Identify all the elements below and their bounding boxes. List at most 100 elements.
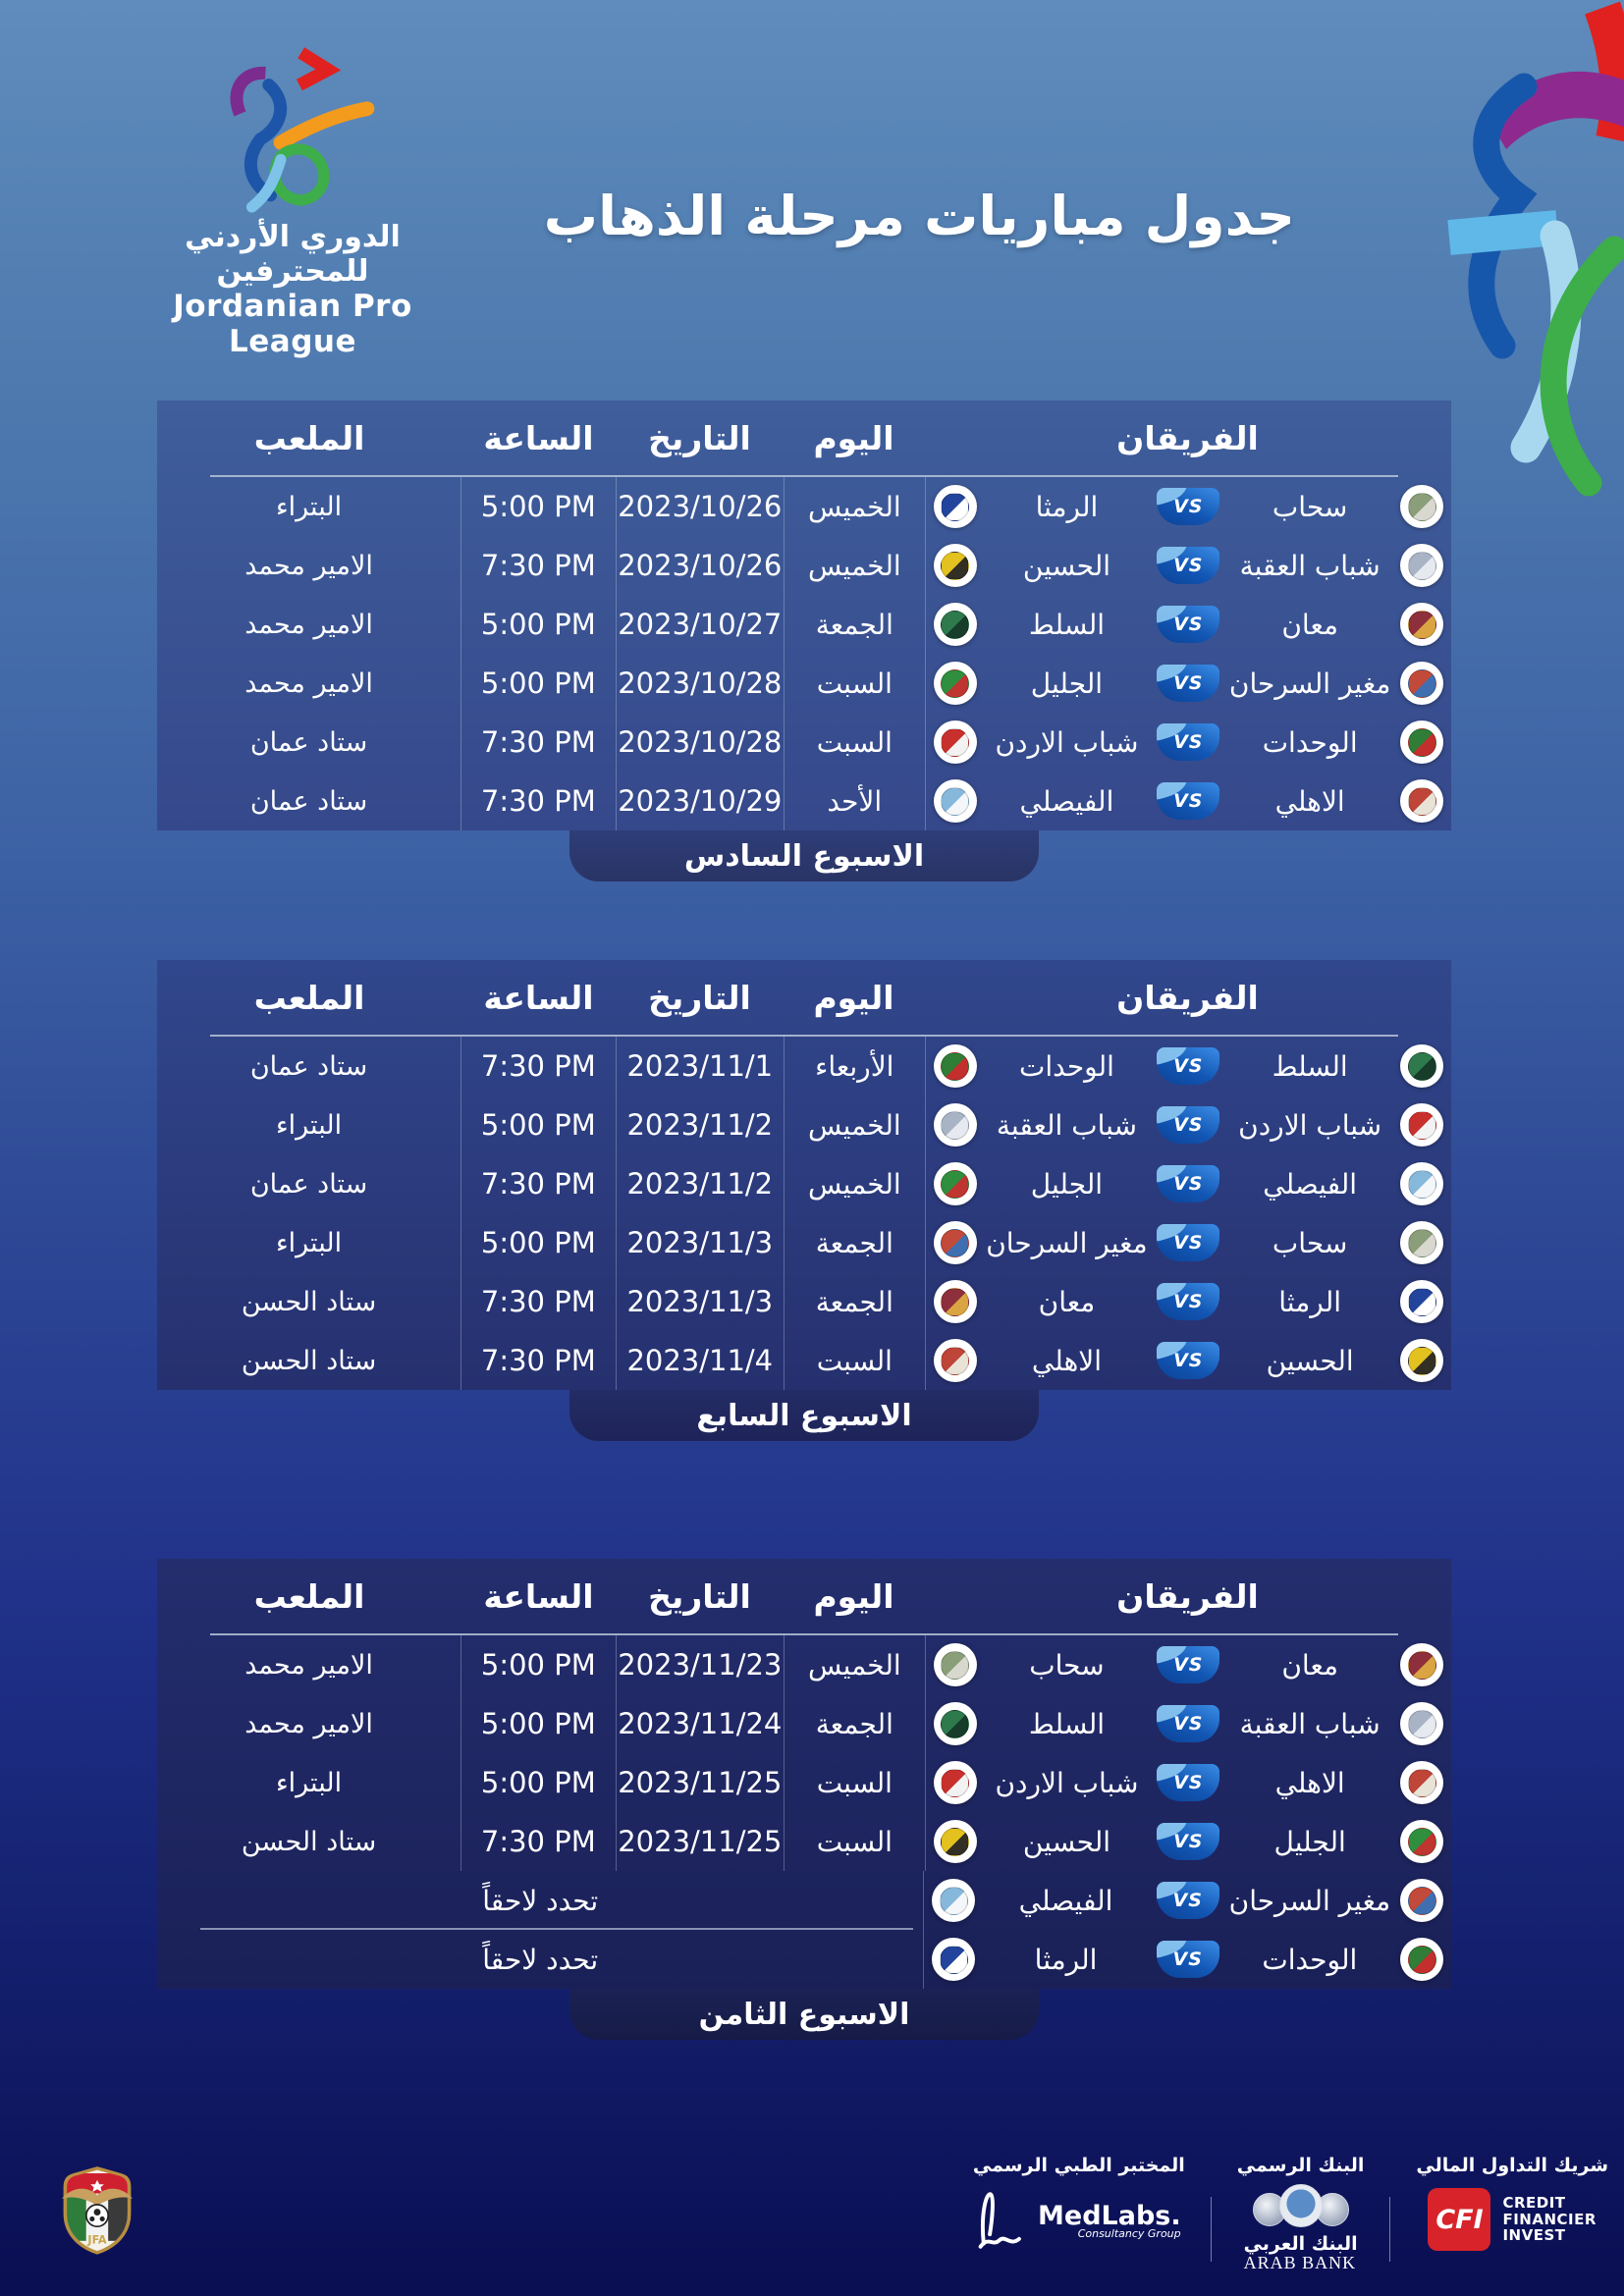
home-club-badge-icon bbox=[1400, 1339, 1443, 1382]
match-row: البتراء 5:00 PM 2023/11/25 السبت الاهلي … bbox=[157, 1753, 1451, 1812]
away-team-name: شباب الاردن bbox=[995, 725, 1139, 759]
home-team-name: السلط bbox=[1272, 1049, 1348, 1083]
day-cell: الجمعة bbox=[785, 1694, 926, 1753]
cfi-logo-icon: CFI bbox=[1428, 2188, 1491, 2251]
away-team-name: الاهلي bbox=[1031, 1344, 1102, 1377]
teams-cell: الاهلي VS شباب الاردن bbox=[926, 1753, 1451, 1812]
away-club-badge-icon bbox=[932, 1879, 976, 1922]
stadium-cell: ستاد عمان bbox=[157, 1154, 462, 1213]
home-club-badge-icon bbox=[1400, 1938, 1443, 1981]
teams-cell: شباب العقبة VS الحسين bbox=[926, 536, 1451, 595]
week-8-table: الملعب الساعة التاريخ اليوم الفريقان الا… bbox=[157, 1559, 1451, 1989]
time-cell: 5:00 PM bbox=[461, 477, 617, 536]
date-cell: 2023/11/24 bbox=[617, 1694, 785, 1753]
week-8-label-tab: الاسبوع الثامن bbox=[569, 1989, 1039, 2040]
match-row: الامير محمد 7:30 PM 2023/10/26 الخميس شب… bbox=[157, 536, 1451, 595]
date-cell: 2023/11/2 bbox=[617, 1095, 785, 1154]
match-row: الامير محمد 5:00 PM 2023/10/28 السبت مغي… bbox=[157, 654, 1451, 713]
date-cell: 2023/11/25 bbox=[617, 1812, 785, 1871]
away-club-badge-icon bbox=[933, 1643, 977, 1686]
week-6-label-tab: الاسبوع السادس bbox=[569, 830, 1039, 881]
day-cell: الخميس bbox=[785, 477, 926, 536]
away-team-name: السلط bbox=[1028, 1707, 1106, 1740]
league-ribbon-runner-icon bbox=[230, 47, 375, 213]
match-row: تحدد لاحقاً مغير السرحان VS الفيصلي bbox=[157, 1871, 1451, 1930]
cfi-label: شريك التداول المالي bbox=[1416, 2155, 1608, 2176]
day-cell: الجمعة bbox=[785, 1213, 926, 1272]
sponsor-divider bbox=[1210, 2197, 1212, 2262]
away-team-name: الفيصلي bbox=[1019, 784, 1114, 818]
time-cell: 7:30 PM bbox=[461, 713, 617, 772]
teams-column-header: الفريقان bbox=[1116, 418, 1259, 457]
match-row: ستاد عمان 7:30 PM 2023/10/28 السبت الوحد… bbox=[157, 713, 1451, 772]
match-row: ستاد عمان 7:30 PM 2023/10/29 الأحد الاهل… bbox=[157, 772, 1451, 830]
time-cell: 7:30 PM bbox=[461, 772, 617, 830]
home-team-name: سحاب bbox=[1272, 490, 1348, 523]
away-team-name: الحسين bbox=[1022, 549, 1111, 582]
vs-badge: VS bbox=[1157, 1165, 1220, 1202]
week-8-section: الملعب الساعة التاريخ اليوم الفريقان الا… bbox=[157, 1559, 1451, 2040]
home-team-name: الجليل bbox=[1273, 1825, 1346, 1858]
away-team-name: الرمثا bbox=[1035, 490, 1099, 523]
home-club-badge-icon bbox=[1400, 1761, 1443, 1804]
home-team-name: سحاب bbox=[1272, 1226, 1348, 1259]
vs-badge: VS bbox=[1157, 1342, 1220, 1379]
time-cell: 5:00 PM bbox=[461, 1753, 617, 1812]
day-cell: السبت bbox=[785, 1753, 926, 1812]
table-header: الملعب الساعة التاريخ اليوم الفريقان bbox=[157, 960, 1451, 1035]
league-name-english: Jordanian Pro League bbox=[173, 289, 412, 359]
date-cell: 2023/10/29 bbox=[617, 772, 785, 830]
day-cell: الخميس bbox=[785, 1154, 926, 1213]
tbd-cell: تحدد لاحقاً bbox=[157, 1930, 925, 1989]
tbd-label: تحدد لاحقاً bbox=[482, 1943, 599, 1976]
vs-badge: VS bbox=[1157, 1705, 1220, 1742]
time-cell: 7:30 PM bbox=[461, 1037, 617, 1095]
header-divider bbox=[210, 1035, 1398, 1037]
home-team-name: الوحدات bbox=[1262, 1943, 1358, 1976]
date-column-header: التاريخ bbox=[648, 978, 751, 1017]
teams-cell: شباب الاردن VS شباب العقبة bbox=[926, 1095, 1451, 1154]
date-column-header: التاريخ bbox=[648, 1576, 751, 1616]
home-club-badge-icon bbox=[1400, 1643, 1443, 1686]
match-row: ستاد الحسن 7:30 PM 2023/11/3 الجمعة الرم… bbox=[157, 1272, 1451, 1331]
day-cell: السبت bbox=[785, 1812, 926, 1871]
home-team-name: الفيصلي bbox=[1263, 1167, 1358, 1201]
time-cell: 7:30 PM bbox=[461, 1812, 617, 1871]
home-team-name: مغير السرحان bbox=[1228, 667, 1391, 700]
header-divider bbox=[210, 475, 1398, 477]
date-cell: 2023/11/23 bbox=[617, 1635, 785, 1694]
tbd-label: تحدد لاحقاً bbox=[482, 1884, 599, 1917]
day-cell: السبت bbox=[785, 1331, 926, 1390]
day-column-header: اليوم bbox=[813, 1576, 894, 1616]
time-column-header: الساعة bbox=[483, 1576, 594, 1616]
teams-cell: سحاب VS الرمثا bbox=[926, 477, 1451, 536]
medlabs-subtitle: Consultancy Group bbox=[1077, 2227, 1181, 2240]
match-row: ستاد عمان 7:30 PM 2023/11/1 الأربعاء الس… bbox=[157, 1037, 1451, 1095]
home-club-badge-icon bbox=[1400, 1162, 1443, 1205]
away-club-badge-icon bbox=[933, 544, 977, 587]
teams-cell: السلط VS الوحدات bbox=[926, 1037, 1451, 1095]
day-cell: الخميس bbox=[785, 536, 926, 595]
home-club-badge-icon bbox=[1400, 1820, 1443, 1863]
match-row: ستاد عمان 7:30 PM 2023/11/2 الخميس الفيص… bbox=[157, 1154, 1451, 1213]
vs-badge: VS bbox=[1157, 723, 1220, 761]
stadium-cell: الامير محمد bbox=[157, 536, 462, 595]
stadium-cell: الامير محمد bbox=[157, 1635, 462, 1694]
medlabs-signature-icon bbox=[978, 2192, 1021, 2249]
time-cell: 7:30 PM bbox=[461, 1154, 617, 1213]
week-7-section: الملعب الساعة التاريخ اليوم الفريقان ستا… bbox=[157, 960, 1451, 1441]
home-team-name: الاهلي bbox=[1274, 1766, 1345, 1799]
stadium-cell: البتراء bbox=[157, 1753, 462, 1812]
away-club-badge-icon bbox=[933, 1221, 977, 1264]
vs-badge: VS bbox=[1157, 606, 1220, 643]
date-cell: 2023/11/25 bbox=[617, 1753, 785, 1812]
home-team-name: شباب الاردن bbox=[1238, 1108, 1382, 1142]
page-title: جدول مباريات مرحلة الذهاب bbox=[543, 185, 1295, 247]
week-7-table: الملعب الساعة التاريخ اليوم الفريقان ستا… bbox=[157, 960, 1451, 1390]
stadium-cell: البتراء bbox=[157, 1095, 462, 1154]
vs-badge: VS bbox=[1157, 547, 1220, 584]
match-row: البتراء 5:00 PM 2023/11/2 الخميس شباب ال… bbox=[157, 1095, 1451, 1154]
home-club-badge-icon bbox=[1400, 779, 1443, 823]
time-column-header: الساعة bbox=[483, 978, 594, 1017]
time-cell: 5:00 PM bbox=[461, 1213, 617, 1272]
